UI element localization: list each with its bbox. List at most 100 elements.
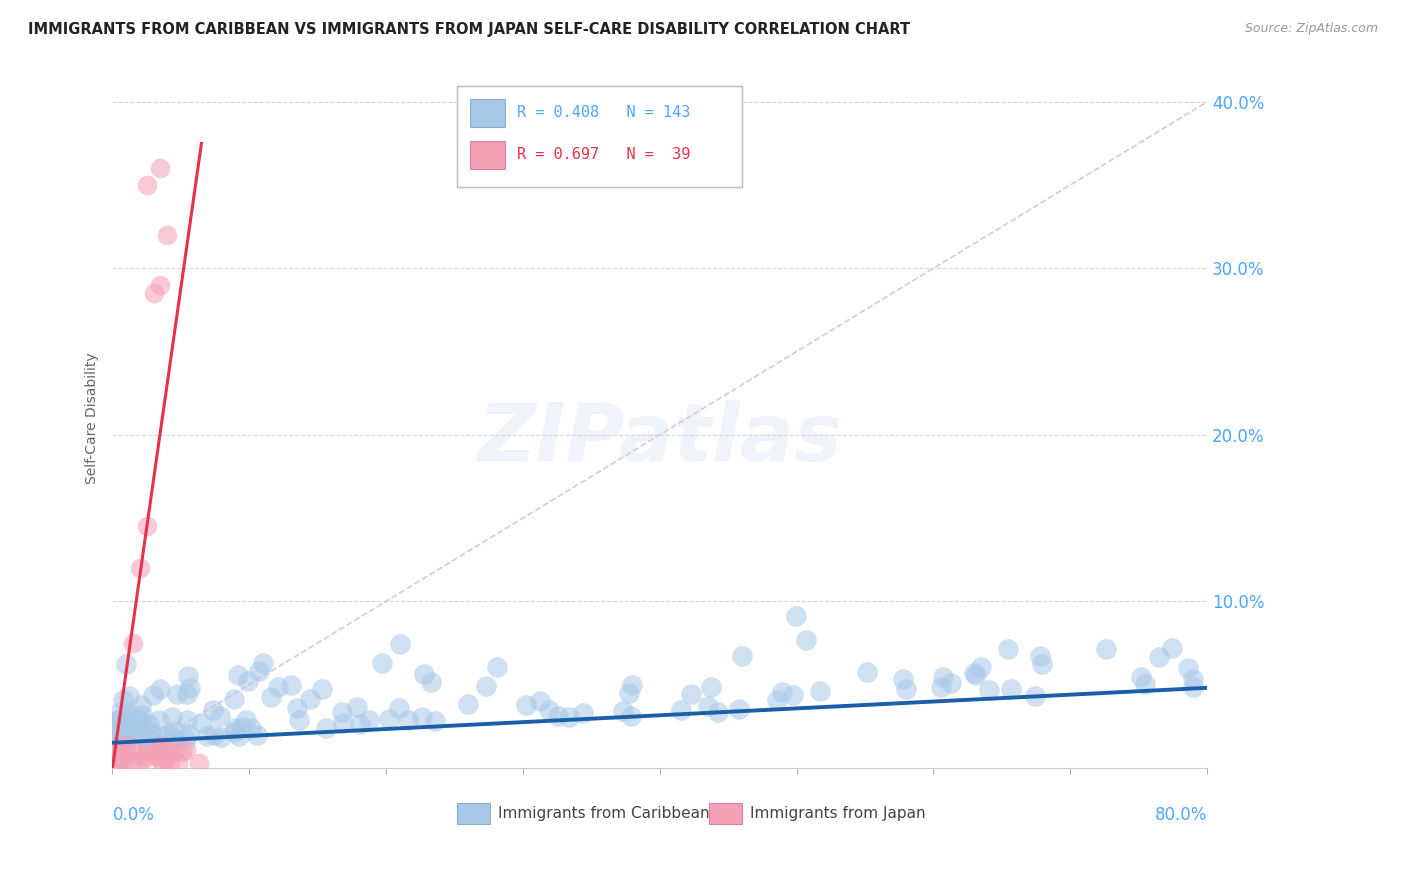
Point (1160, 640, 1182, 655)
Point (1133, 677, 1156, 691)
Point (228, 729, 250, 743)
Point (794, 633, 817, 648)
Point (669, 703, 692, 717)
Point (706, 705, 728, 719)
Point (177, 669, 200, 683)
Text: 0.0%: 0.0% (112, 806, 155, 824)
Point (162, 731, 184, 745)
Point (112, 756, 135, 770)
Point (240, 721, 263, 735)
Point (620, 709, 643, 723)
Point (104, 722, 127, 736)
Point (142, 286, 165, 301)
Text: Immigrants from Japan: Immigrants from Japan (749, 805, 925, 821)
Point (558, 710, 581, 724)
Point (142, 747, 165, 761)
Point (104, 730, 127, 744)
Point (107, 731, 129, 746)
Point (129, 714, 152, 729)
Point (142, 688, 165, 702)
Point (157, 748, 180, 763)
Point (389, 636, 412, 650)
Point (108, 705, 131, 719)
Point (174, 731, 197, 746)
Point (932, 670, 955, 684)
Point (1182, 672, 1205, 686)
Point (122, 636, 145, 650)
Point (174, 743, 197, 757)
Point (963, 665, 986, 680)
Point (157, 727, 180, 741)
Point (226, 668, 249, 682)
Point (202, 727, 225, 741)
Point (247, 664, 270, 678)
Point (235, 713, 257, 727)
Point (115, 657, 138, 672)
Point (770, 685, 793, 699)
Point (156, 743, 179, 757)
Point (413, 667, 436, 681)
Point (808, 684, 831, 698)
Point (111, 752, 134, 766)
Point (894, 681, 917, 696)
Point (208, 709, 231, 723)
Point (107, 742, 129, 756)
Point (856, 665, 879, 679)
Point (110, 727, 132, 741)
Point (1031, 657, 1053, 672)
Point (537, 703, 560, 717)
Point (122, 756, 145, 771)
Text: IMMIGRANTS FROM CARIBBEAN VS IMMIGRANTS FROM JAPAN SELF-CARE DISABILITY CORRELAT: IMMIGRANTS FROM CARIBBEAN VS IMMIGRANTS … (28, 22, 910, 37)
Point (371, 656, 394, 670)
Point (118, 730, 141, 744)
Point (131, 731, 153, 746)
Point (108, 749, 131, 764)
Point (696, 698, 718, 713)
Text: 80.0%: 80.0% (1154, 806, 1208, 824)
Point (572, 706, 595, 720)
Point (311, 681, 333, 696)
Point (997, 642, 1019, 657)
Point (135, 519, 157, 533)
Point (149, 161, 172, 176)
Point (139, 726, 162, 740)
Point (155, 752, 177, 766)
Point (129, 698, 152, 713)
Point (209, 730, 232, 744)
Point (165, 744, 187, 758)
Point (150, 741, 173, 756)
Point (104, 714, 127, 728)
Point (766, 693, 789, 707)
Point (128, 713, 150, 727)
Point (420, 675, 443, 690)
Point (188, 756, 211, 771)
Point (134, 731, 156, 745)
Point (176, 687, 198, 701)
Point (349, 716, 371, 731)
Point (152, 729, 174, 743)
Point (411, 710, 433, 724)
Point (131, 708, 153, 723)
Point (145, 748, 167, 763)
Point (117, 714, 139, 729)
Point (287, 700, 309, 714)
Point (782, 688, 804, 702)
Point (159, 755, 181, 769)
Point (457, 697, 479, 711)
Point (149, 277, 172, 292)
Point (280, 677, 302, 691)
Point (298, 692, 321, 706)
Point (107, 729, 129, 743)
Point (224, 721, 246, 735)
Point (139, 726, 162, 740)
Point (111, 733, 134, 747)
Point (231, 720, 253, 734)
Point (135, 178, 157, 192)
Point (700, 680, 723, 694)
Point (388, 701, 411, 715)
FancyBboxPatch shape (457, 803, 491, 823)
Point (120, 714, 142, 729)
Point (114, 733, 136, 747)
Point (423, 714, 446, 728)
Point (547, 709, 569, 723)
